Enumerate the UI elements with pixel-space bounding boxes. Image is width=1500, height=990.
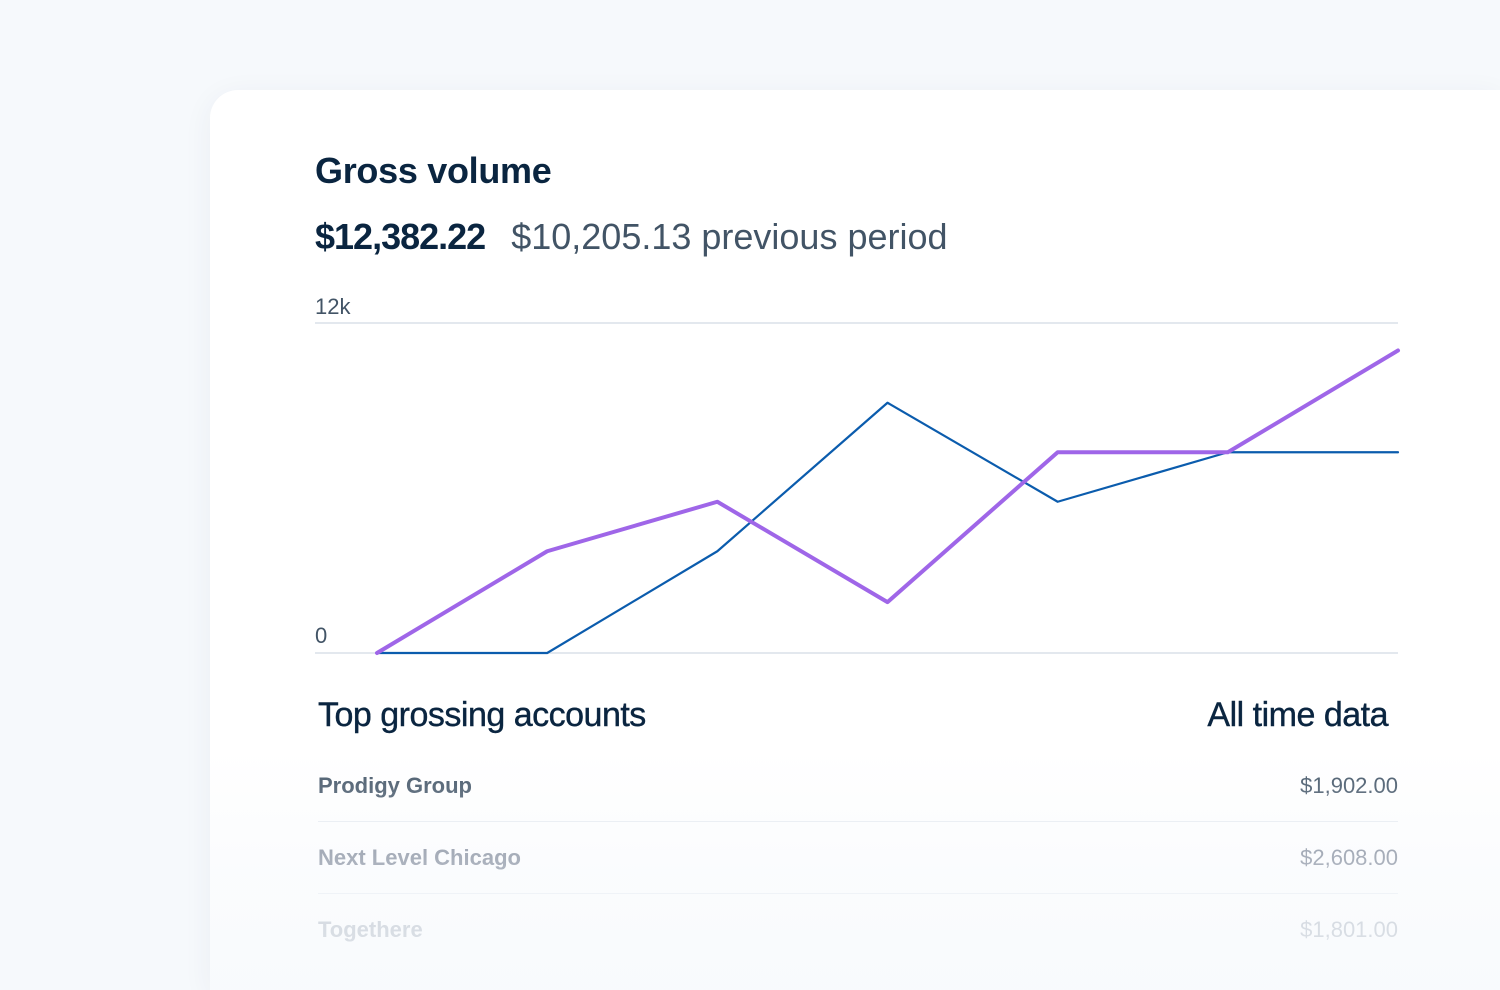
- table-row[interactable]: Prodigy Group $1,902.00: [318, 750, 1398, 822]
- account-amount: $1,801.00: [1300, 916, 1398, 942]
- account-name: Next Level Chicago: [318, 844, 521, 870]
- amount-summary: $12,382.22 $10,205.13 previous period: [315, 216, 948, 258]
- account-amount: $1,902.00: [1300, 772, 1398, 798]
- gross-volume-card: Gross volume $12,382.22 $10,205.13 previ…: [210, 90, 1500, 990]
- current-amount: $12,382.22: [315, 216, 486, 257]
- account-amount: $2,608.00: [1300, 844, 1398, 870]
- accounts-title: Top grossing accounts: [318, 696, 647, 734]
- time-range-label[interactable]: All time data: [1207, 696, 1388, 734]
- widget-title: Gross volume: [315, 150, 552, 191]
- previous-amount: $10,205.13 previous period: [511, 216, 948, 257]
- accounts-list: Prodigy Group $1,902.00 Next Level Chicago…: [318, 750, 1398, 965]
- table-row[interactable]: Next Level Chicago $2,608.00: [318, 822, 1398, 894]
- current-period-line: [375, 348, 1400, 655]
- table-row[interactable]: Togethere $1,801.00: [318, 894, 1398, 965]
- account-name: Togethere: [318, 916, 423, 942]
- account-name: Prodigy Group: [318, 772, 472, 798]
- accounts-header: Top grossing accounts All time data: [318, 696, 1398, 740]
- y-tick-label-min: 0: [315, 623, 327, 648]
- y-tick-label-max: 12k: [315, 294, 351, 319]
- gross-volume-line-chart[interactable]: 12k 0: [210, 90, 1500, 690]
